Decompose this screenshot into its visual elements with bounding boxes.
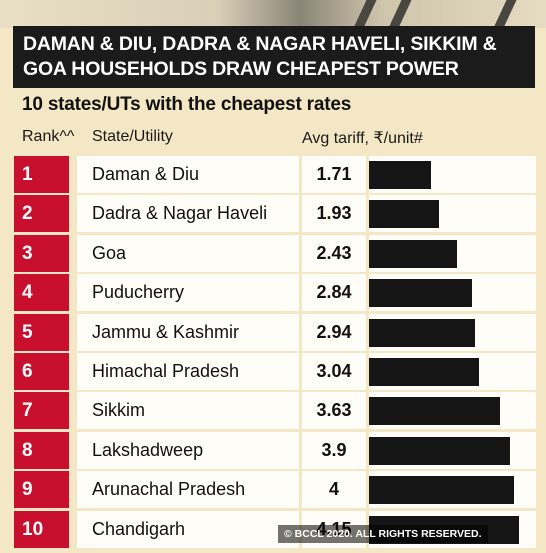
rank-label: 4 [14,274,69,312]
rank-label: 6 [14,353,69,390]
photo-beam [493,0,517,28]
rank-label: 9 [14,471,69,509]
tariff-value-label: 3.63 [302,392,366,430]
tariff-value-label: 2.84 [302,274,366,312]
header-photo-strip [0,0,546,28]
tariff-value-label: 3.04 [302,353,366,390]
bar-track [369,313,536,351]
tariff-bar [369,239,457,268]
state-label: Chandigarh [77,510,299,548]
table-row: 2 Dadra & Nagar Haveli 1.93 [14,195,536,233]
state-label: Arunachal Pradesh [77,471,299,509]
state-label: Sikkim [77,392,299,430]
bar-track [369,471,536,509]
tariff-value-label: 2.43 [302,234,366,272]
table-row: 8 Lakshadweep 3.9 [14,431,536,469]
bar-track [369,195,536,233]
headline-banner: DAMAN & DIU, DADRA & NAGAR HAVELI, SIKKI… [13,26,535,88]
tariff-bar [369,318,476,347]
tariff-value-label: 3.9 [302,431,366,469]
tariff-bar [369,397,501,426]
headline-line-1: DAMAN & DIU, DADRA & NAGAR HAVELI, SIKKI… [23,33,497,55]
state-label: Jammu & Kashmir [77,313,299,351]
bar-track [369,274,536,312]
table-row: 1 Daman & Diu 1.71 [14,156,536,193]
column-header-tariff: Avg tariff, ₹/unit# [302,130,423,147]
column-header-rank: Rank^^ [22,128,75,145]
tariff-bar [369,161,431,189]
headline-line-2: GOA HOUSEHOLDS DRAW CHEAPEST POWER [23,58,459,80]
column-header-state: State/Utility [92,128,173,145]
table-row: 9 Arunachal Pradesh 4 [14,471,536,509]
bar-track [369,353,536,390]
state-label: Goa [77,234,299,272]
tariff-bar [369,200,439,229]
copyright-notice: © BCCL 2020. ALL RIGHTS RESERVED. [278,525,488,543]
table-row: 5 Jammu & Kashmir 2.94 [14,313,536,351]
tariff-bar [369,279,472,308]
photo-beam [353,0,377,28]
table-row: 3 Goa 2.43 [14,234,536,272]
rank-label: 3 [14,234,69,272]
table-row: 4 Puducherry 2.84 [14,274,536,312]
chart-subtitle: 10 states/UTs with the cheapest rates [22,94,352,115]
bar-track [369,234,536,272]
rank-label: 10 [14,510,69,548]
photo-beam [388,0,412,28]
bar-track [369,392,536,430]
bar-track [369,156,536,193]
rank-label: 7 [14,392,69,430]
tariff-value-label: 1.71 [302,156,366,193]
bar-track [369,431,536,469]
table-row: 7 Sikkim 3.63 [14,392,536,430]
tariff-bar [369,358,479,386]
tariff-bar [369,436,510,465]
state-label: Lakshadweep [77,431,299,469]
table-row: 6 Himachal Pradesh 3.04 [14,353,536,390]
state-label: Daman & Diu [77,156,299,193]
rank-label: 8 [14,431,69,469]
rank-label: 1 [14,156,69,193]
tariff-value-label: 2.94 [302,313,366,351]
rank-label: 5 [14,313,69,351]
tariff-value-label: 4 [302,471,366,509]
state-label: Puducherry [77,274,299,312]
state-label: Himachal Pradesh [77,353,299,390]
rank-label: 2 [14,195,69,233]
state-label: Dadra & Nagar Haveli [77,195,299,233]
tariff-bar [369,476,514,505]
tariff-value-label: 1.93 [302,195,366,233]
